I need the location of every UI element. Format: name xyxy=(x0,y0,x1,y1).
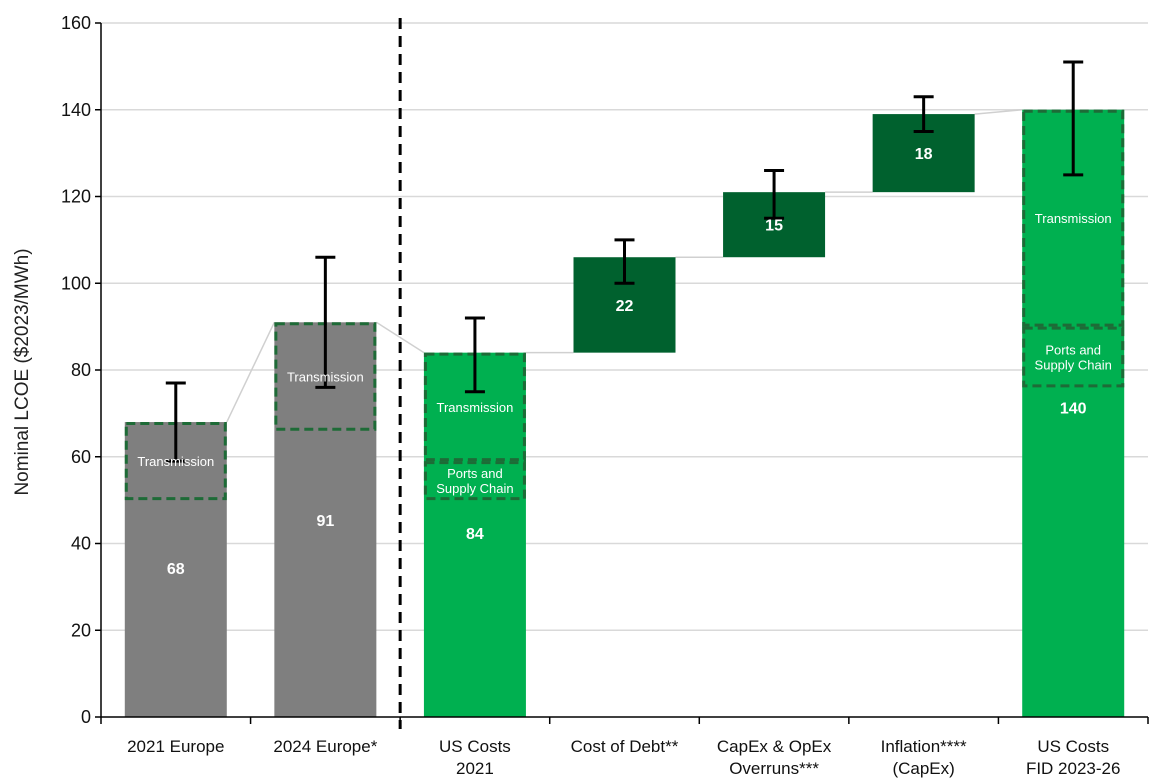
y-tick-label: 100 xyxy=(61,273,91,293)
value-label: 140 xyxy=(1060,400,1087,417)
y-tick-label: 120 xyxy=(61,187,91,207)
x-category-label: US Costs xyxy=(1037,737,1109,756)
x-category-label: 2021 xyxy=(456,759,494,778)
y-tick-label: 80 xyxy=(71,360,91,380)
connector-line xyxy=(226,321,276,423)
component-box-label: Ports and xyxy=(447,466,503,481)
x-category-label: 2024 Europe* xyxy=(273,737,377,756)
y-tick-label: 20 xyxy=(71,620,91,640)
connector-line xyxy=(974,109,1023,115)
y-tick-label: 0 xyxy=(81,707,91,727)
x-category-label: FID 2023-26 xyxy=(1026,759,1121,778)
error-bars xyxy=(165,60,1084,463)
y-tick-label: 60 xyxy=(71,447,91,467)
component-box-label: Supply Chain xyxy=(436,481,513,496)
x-category-label: (CapEx) xyxy=(892,759,954,778)
axes: 0 20 40 60 80 100 120 140 160 2021 Europe 2024 Eur… xyxy=(61,13,1149,778)
value-label: 91 xyxy=(316,513,334,530)
x-category-label: Inflation**** xyxy=(881,737,967,756)
component-box-label: Transmission xyxy=(137,454,214,469)
y-tick-label: 140 xyxy=(61,100,91,120)
component-box-label: Supply Chain xyxy=(1035,357,1112,372)
x-category-label: Overruns*** xyxy=(729,759,819,778)
bars xyxy=(124,109,1125,717)
x-category-label: 2021 Europe xyxy=(127,737,224,756)
value-label: 68 xyxy=(167,561,185,578)
value-labels: Transmission 68 Transmission 91 Transmission… xyxy=(137,146,1112,578)
bar xyxy=(423,352,526,717)
value-label: 84 xyxy=(466,526,484,543)
x-category-label: US Costs xyxy=(439,737,511,756)
y-tick-label: 160 xyxy=(61,13,91,33)
component-box-label: Ports and xyxy=(1045,342,1101,357)
bar xyxy=(124,422,227,717)
x-category-label: Cost of Debt** xyxy=(571,737,679,756)
component-box-label: Transmission xyxy=(287,370,364,385)
connector-line xyxy=(375,321,425,354)
value-label: 15 xyxy=(765,218,783,235)
component-box xyxy=(423,461,526,501)
value-label: 18 xyxy=(915,146,933,163)
component-box-label: Transmission xyxy=(437,400,514,415)
component-box-label: Transmission xyxy=(1035,211,1112,226)
component-box xyxy=(1022,326,1125,388)
value-label: 22 xyxy=(616,298,634,315)
y-tick-label: 40 xyxy=(71,534,91,554)
connector-lines xyxy=(226,109,1023,423)
bar xyxy=(1022,109,1125,717)
x-category-label: CapEx & OpEx xyxy=(717,737,832,756)
y-axis-title: Nominal LCOE ($2023/MWh) xyxy=(12,248,33,495)
